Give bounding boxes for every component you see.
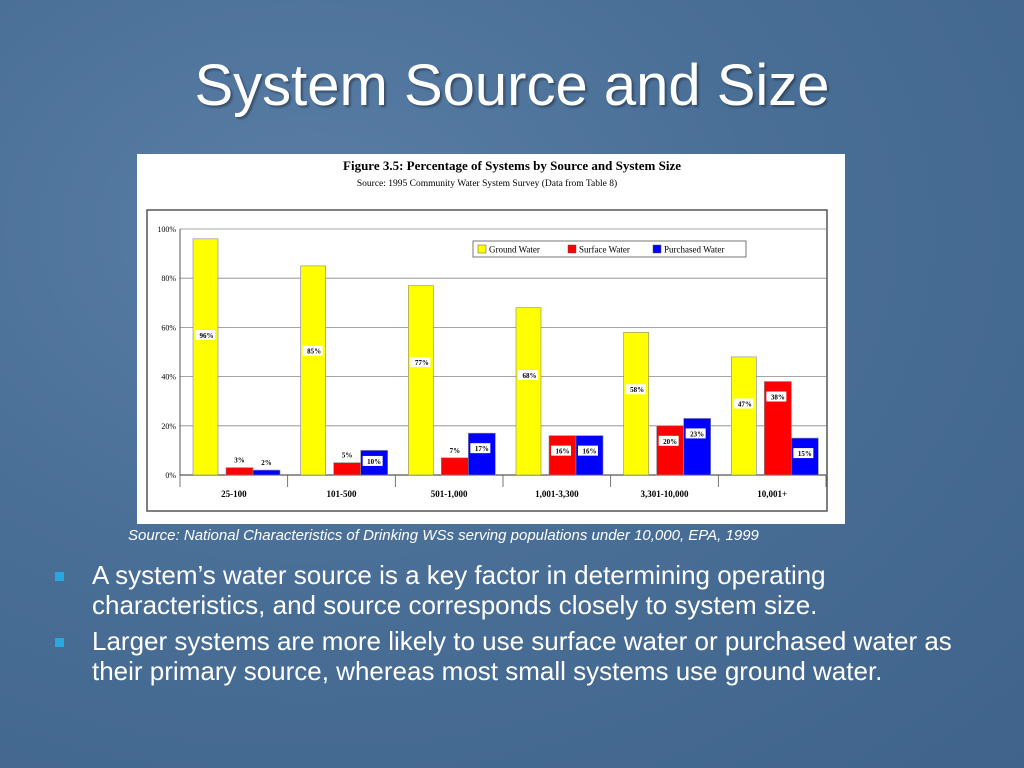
bar-ground-water [731, 356, 757, 476]
bullet-text: A system’s water source is a key factor … [92, 560, 826, 620]
legend-box [472, 240, 747, 258]
legend-label: Surface Water [579, 245, 630, 255]
bar-ground-water [192, 238, 219, 476]
bar-purchased-water [468, 432, 496, 476]
y-tick-label: 40% [161, 373, 176, 382]
data-label-bg [578, 445, 598, 456]
data-label-bg [551, 445, 571, 456]
data-label-bg [658, 435, 679, 446]
x-tick-label: 25-100 [221, 489, 247, 499]
data-label: 85% [307, 348, 321, 356]
data-label-bg [685, 428, 706, 439]
data-label: 15% [798, 450, 812, 458]
data-label: 77% [415, 359, 429, 367]
bar-ground-water [408, 285, 434, 476]
legend: Ground Water Surface Water Purchased Water [472, 240, 747, 258]
chart-title: Figure 3.5: Percentage of Systems by Sou… [343, 158, 681, 173]
bar-ground-water [515, 307, 542, 476]
bar-ground-water [300, 265, 326, 476]
data-label-bg [195, 330, 215, 341]
chart-figure: Figure 3.5: Percentage of Systems by Sou… [137, 154, 845, 524]
data-label: 68% [523, 372, 537, 380]
data-label: 20% [663, 438, 677, 446]
bar-purchased-water [252, 469, 281, 476]
data-label-bg [625, 384, 646, 395]
data-label: 2% [261, 459, 272, 467]
data-label: 5% [342, 452, 353, 460]
data-label-bg [362, 455, 383, 466]
bullet-item: Larger systems are more likely to use su… [52, 626, 952, 686]
bullet-list: A system’s water source is a key factor … [52, 560, 952, 692]
data-label: 16% [583, 448, 597, 456]
data-label-bg [518, 369, 538, 380]
x-tick-label: 101-500 [327, 489, 357, 499]
chart-svg: Figure 3.5: Percentage of Systems by Sou… [146, 158, 828, 512]
data-label-bg [470, 443, 491, 454]
source-note: Source: National Characteristics of Drin… [128, 527, 759, 544]
bar-surface-water [333, 462, 361, 476]
bullet-item: A system’s water source is a key factor … [52, 560, 952, 620]
data-label: 3% [234, 457, 245, 465]
bullet-text: Larger systems are more likely to use su… [92, 626, 952, 686]
square-bullet-icon [55, 572, 64, 581]
y-tick-label: 20% [161, 422, 176, 431]
y-tick-label: 0% [165, 471, 176, 480]
y-tick-label: 80% [161, 274, 176, 283]
x-tick-label: 501-1,000 [431, 489, 468, 499]
legend-swatch [567, 244, 577, 254]
x-tick-label: 3,301-10,000 [641, 489, 689, 499]
data-label-bg [410, 357, 431, 368]
data-label: 23% [690, 430, 704, 438]
data-label: 47% [738, 401, 752, 409]
legend-swatch [652, 244, 662, 254]
legend-label: Ground Water [489, 245, 540, 255]
bar-surface-water [656, 425, 684, 476]
data-label-bg [766, 391, 787, 402]
bar-surface-water [441, 457, 469, 476]
bar-purchased-water [683, 418, 711, 476]
data-label: 16% [556, 448, 570, 456]
y-tick-label: 100% [157, 225, 176, 234]
data-label: 10% [367, 458, 381, 466]
data-label: 38% [771, 394, 785, 402]
bar-ground-water [623, 332, 649, 476]
data-label: 17% [475, 445, 489, 453]
data-label: 58% [630, 386, 644, 394]
x-tick-label: 1,001-3,300 [535, 489, 579, 499]
data-label-bg [302, 345, 323, 356]
chart-subtitle: Source: 1995 Community Water System Surv… [357, 178, 617, 189]
data-label-bg [793, 448, 814, 459]
x-tick-label: 10,001+ [757, 489, 787, 499]
square-bullet-icon [55, 638, 64, 647]
legend-swatch [477, 244, 487, 254]
y-tick-label: 60% [161, 323, 176, 332]
legend-label: Purchased Water [664, 245, 724, 255]
data-label: 7% [450, 447, 461, 455]
data-label: 96% [200, 332, 214, 340]
data-label-bg [733, 398, 754, 409]
slide-title: System Source and Size [194, 53, 830, 118]
bar-surface-water [225, 467, 254, 476]
